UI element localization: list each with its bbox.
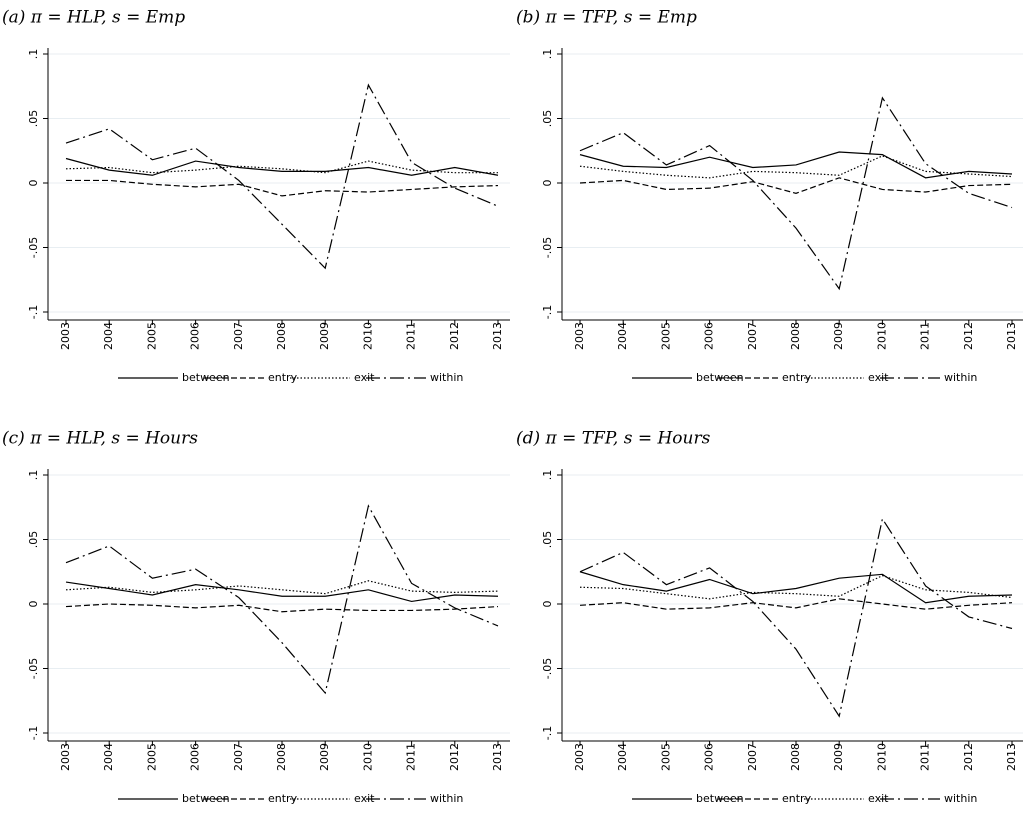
- x-tick-label: 2006: [189, 322, 202, 350]
- panel-title: (c) π = HLP, s = Hours: [2, 429, 198, 449]
- legend-label: entry: [782, 371, 812, 384]
- x-tick-label: 2005: [659, 743, 672, 771]
- legend-label: within: [944, 371, 977, 384]
- y-tick-label: .1: [541, 49, 554, 60]
- x-tick-label: 2004: [616, 322, 629, 350]
- x-tick-label: 2003: [59, 743, 72, 771]
- legend-label: entry: [782, 792, 812, 805]
- x-tick-label: 2012: [448, 322, 461, 350]
- y-tick-label: 0: [27, 601, 40, 608]
- x-tick-label: 2007: [232, 322, 245, 350]
- y-tick-label: -.05: [541, 237, 554, 258]
- y-tick-label: 0: [541, 180, 554, 187]
- y-tick-label: -.1: [27, 726, 40, 740]
- x-tick-label: 2010: [875, 743, 888, 771]
- series-line: [579, 571, 1013, 604]
- panel-title: (b) π = TFP, s = Emp: [516, 8, 697, 28]
- panel-title: (d) π = TFP, s = Hours: [516, 429, 711, 449]
- x-tick-label: 2004: [102, 322, 115, 350]
- series-line: [65, 157, 499, 176]
- x-tick-label: 2007: [232, 743, 245, 771]
- y-tick-label: .05: [27, 531, 40, 549]
- legend-label: exit: [868, 371, 889, 384]
- x-tick-label: 2011: [405, 322, 418, 350]
- y-tick-label: .05: [27, 110, 40, 128]
- x-tick-label: 2008: [275, 743, 288, 771]
- legend-label: entry: [268, 792, 298, 805]
- y-tick-label: 0: [541, 601, 554, 608]
- x-tick-label: 2009: [832, 743, 845, 771]
- x-tick-label: 2006: [703, 322, 716, 350]
- series-line: [65, 83, 499, 270]
- x-tick-label: 2012: [962, 322, 975, 350]
- x-tick-label: 2013: [491, 322, 504, 350]
- y-tick-label: -.1: [541, 305, 554, 319]
- x-tick-label: 2012: [962, 743, 975, 771]
- x-tick-label: 2009: [318, 322, 331, 350]
- y-tick-label: -.05: [27, 658, 40, 679]
- legend-label: exit: [868, 792, 889, 805]
- series-line: [579, 155, 1013, 179]
- y-tick-label: .05: [541, 110, 554, 128]
- legend-label: exit: [354, 371, 375, 384]
- legend-label: exit: [354, 792, 375, 805]
- x-tick-label: 2005: [145, 743, 158, 771]
- series-line: [579, 151, 1013, 179]
- x-tick-label: 2010: [361, 322, 374, 350]
- y-tick-label: 0: [27, 180, 40, 187]
- series-line: [65, 504, 499, 695]
- x-tick-label: 2013: [1005, 322, 1018, 350]
- x-tick-label: 2006: [189, 743, 202, 771]
- series-line: [65, 580, 499, 595]
- x-tick-label: 2012: [448, 743, 461, 771]
- x-tick-label: 2004: [102, 743, 115, 771]
- x-tick-label: 2007: [746, 743, 759, 771]
- legend-label: within: [430, 371, 463, 384]
- y-tick-label: -.1: [541, 726, 554, 740]
- series-line: [579, 177, 1013, 194]
- y-tick-label: .1: [541, 470, 554, 481]
- x-tick-label: 2013: [491, 743, 504, 771]
- series-line: [65, 581, 499, 603]
- series-line: [579, 96, 1013, 291]
- x-tick-label: 2010: [875, 322, 888, 350]
- x-tick-label: 2003: [59, 322, 72, 350]
- x-tick-label: 2003: [573, 743, 586, 771]
- x-tick-label: 2011: [919, 743, 932, 771]
- series-line: [65, 603, 499, 613]
- y-tick-label: .1: [27, 49, 40, 60]
- series-line: [66, 179, 499, 197]
- y-tick-label: -.1: [27, 305, 40, 319]
- x-tick-label: 2006: [703, 743, 716, 771]
- legend-label: within: [944, 792, 977, 805]
- x-tick-label: 2005: [145, 322, 158, 350]
- x-tick-label: 2008: [789, 743, 802, 771]
- x-tick-label: 2003: [573, 322, 586, 350]
- y-tick-label: .05: [541, 531, 554, 549]
- x-tick-label: 2013: [1005, 743, 1018, 771]
- legend-label: within: [430, 792, 463, 805]
- x-tick-label: 2004: [616, 743, 629, 771]
- x-tick-label: 2009: [318, 743, 331, 771]
- series-line: [579, 517, 1013, 718]
- y-tick-label: -.05: [541, 658, 554, 679]
- y-tick-label: .1: [27, 470, 40, 481]
- series-line: [579, 574, 1013, 600]
- legend-label: entry: [268, 371, 298, 384]
- x-tick-label: 2010: [361, 743, 374, 771]
- x-tick-label: 2007: [746, 322, 759, 350]
- panel-title: (a) π = HLP, s = Emp: [2, 8, 185, 28]
- x-tick-label: 2008: [275, 322, 288, 350]
- y-tick-label: -.05: [27, 237, 40, 258]
- x-tick-label: 2011: [919, 322, 932, 350]
- x-tick-label: 2005: [659, 322, 672, 350]
- x-tick-label: 2011: [405, 743, 418, 771]
- x-tick-label: 2009: [832, 322, 845, 350]
- x-tick-label: 2008: [789, 322, 802, 350]
- series-line: [579, 598, 1013, 610]
